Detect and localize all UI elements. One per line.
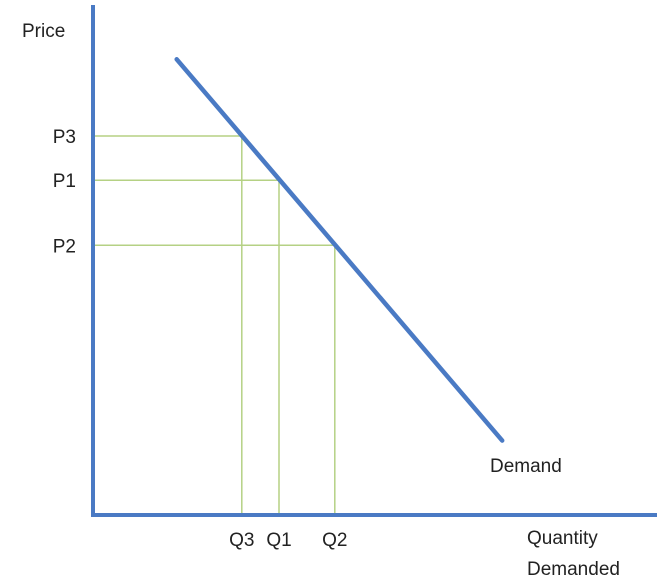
y-axis-label: Price <box>22 21 65 42</box>
y-tick-label-p2: P2 <box>53 236 76 257</box>
chart-labels: Price Quantity Demanded Demand <box>22 21 620 580</box>
y-tick-label-p1: P1 <box>53 171 76 192</box>
x-tick-label-q3: Q3 <box>229 530 254 551</box>
demand-series-label: Demand <box>490 456 562 477</box>
tick-labels: P3 Q3 P1 Q1 P2 Q2 <box>53 127 348 551</box>
guide-lines <box>93 135 336 515</box>
x-axis-label-line-2: Demanded <box>527 559 620 580</box>
x-tick-label-q2: Q2 <box>322 530 347 551</box>
x-axis-label-line-1: Quantity <box>527 528 598 549</box>
demand-curve-line <box>174 57 505 443</box>
y-tick-label-p3: P3 <box>53 127 76 148</box>
x-tick-label-q1: Q1 <box>266 530 291 551</box>
